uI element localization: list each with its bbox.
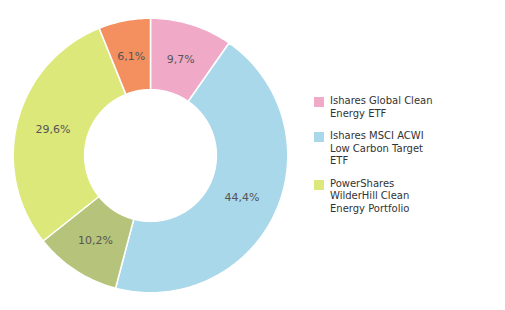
svg-text:10,2%: 10,2%: [78, 234, 113, 247]
svg-text:6,1%: 6,1%: [117, 50, 145, 63]
svg-text:29,6%: 29,6%: [35, 123, 70, 136]
html-text:PowerShares WilderHill Clean E: PowerShares WilderHill Clean Energy Port…: [330, 177, 410, 214]
svg-text:44,4%: 44,4%: [225, 191, 260, 204]
html-text:Ishares Global Clean Energy ET: Ishares Global Clean Energy ETF: [330, 95, 433, 119]
svg-text:9,7%: 9,7%: [167, 53, 195, 66]
html-text:Ishares MSCI ACWI Low Carbon T: Ishares MSCI ACWI Low Carbon Target ETF: [330, 130, 424, 166]
